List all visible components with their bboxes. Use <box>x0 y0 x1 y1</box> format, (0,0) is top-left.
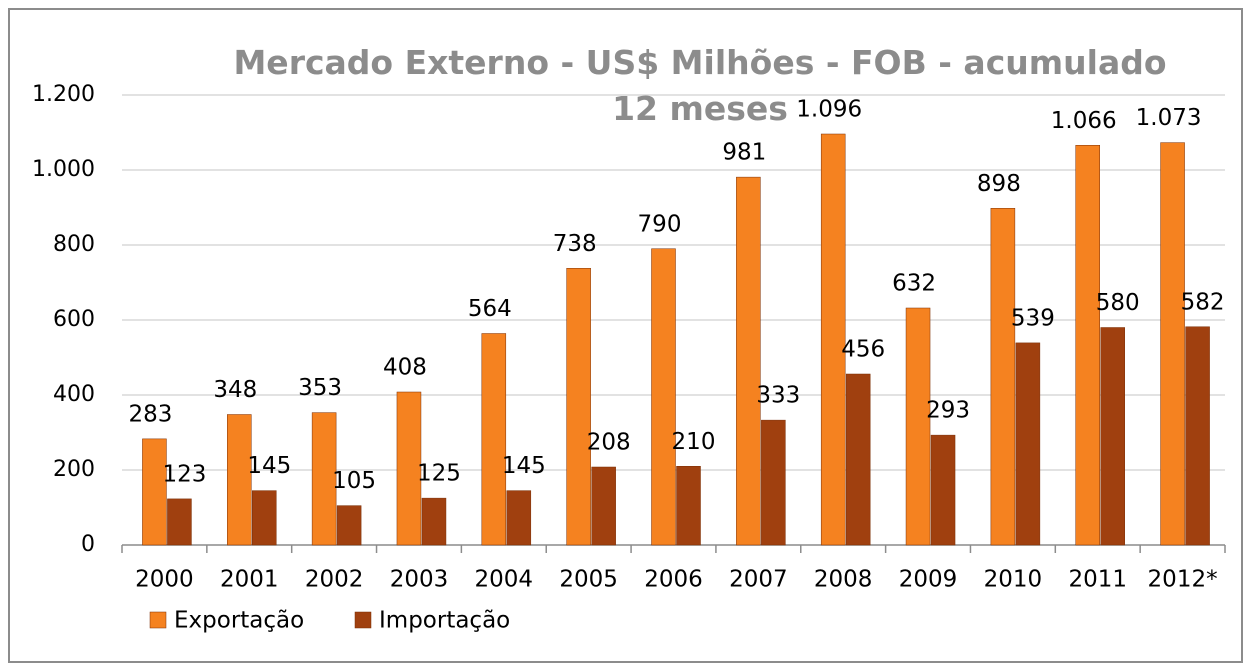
x-tick-label: 2010 <box>984 567 1043 593</box>
x-tick-label: 2007 <box>729 567 788 593</box>
data-label: 348 <box>213 377 257 403</box>
data-label: 456 <box>841 337 885 363</box>
data-label: 632 <box>892 271 936 297</box>
data-label: 210 <box>672 429 716 455</box>
y-tick-label: 400 <box>53 382 95 407</box>
chart-title: Mercado Externo - US$ Milhões - FOB - ac… <box>233 43 1167 128</box>
bar <box>651 248 676 546</box>
bar <box>252 490 277 546</box>
bar <box>1100 327 1125 546</box>
data-label: 283 <box>128 401 172 427</box>
x-tick-label: 2004 <box>475 567 534 593</box>
bar <box>396 391 422 546</box>
bar <box>336 505 362 546</box>
bar <box>506 490 532 546</box>
x-tick-label: 2000 <box>135 567 194 593</box>
data-label: 898 <box>977 171 1021 197</box>
bar <box>845 373 871 546</box>
x-tick-label: 2009 <box>899 567 958 593</box>
bar <box>421 497 447 546</box>
bar <box>227 414 252 546</box>
bar <box>566 268 591 546</box>
legend-label: Importação <box>379 608 510 634</box>
data-label: 1.073 <box>1136 105 1202 131</box>
bar <box>311 412 337 546</box>
y-tick-label: 200 <box>53 457 95 482</box>
bar <box>905 307 931 546</box>
x-tick-label: 2003 <box>390 567 449 593</box>
data-label: 1.096 <box>796 97 862 123</box>
data-label: 105 <box>332 468 376 494</box>
y-tick-label: 800 <box>53 232 95 257</box>
data-label: 293 <box>926 398 970 424</box>
bar <box>736 176 761 546</box>
data-label: 145 <box>502 453 546 479</box>
bar <box>676 466 701 546</box>
data-label: 582 <box>1181 289 1225 315</box>
bar <box>930 434 956 546</box>
legend-swatch <box>354 611 372 629</box>
y-tick-label: 0 <box>81 532 95 557</box>
legend-label: Exportação <box>174 608 304 634</box>
bar <box>990 208 1016 546</box>
y-tick-label: 1.200 <box>32 82 95 107</box>
x-tick-label: 2006 <box>644 567 703 593</box>
y-tick-label: 600 <box>53 307 95 332</box>
data-label: 981 <box>722 140 766 166</box>
data-label: 564 <box>468 296 512 322</box>
data-label: 208 <box>587 430 631 456</box>
x-tick-label: 2002 <box>305 567 364 593</box>
x-tick-label: 2008 <box>814 567 873 593</box>
data-label: 123 <box>162 461 206 487</box>
bar <box>1160 142 1185 546</box>
x-tick-label: 2005 <box>559 567 618 593</box>
bar <box>1015 342 1041 546</box>
data-label: 145 <box>247 453 291 479</box>
x-tick-label: 2012* <box>1148 567 1218 593</box>
bar <box>142 438 167 546</box>
data-label: 580 <box>1096 290 1140 316</box>
chart-border <box>8 8 1243 663</box>
data-label: 790 <box>638 211 682 237</box>
y-tick-label: 1.000 <box>32 157 95 182</box>
legend-swatch <box>149 611 167 629</box>
data-label: 738 <box>553 231 597 257</box>
x-tick-label: 2001 <box>220 567 279 593</box>
bar <box>481 333 507 546</box>
bar <box>761 419 786 546</box>
bar <box>591 466 616 546</box>
x-tick-label: 2011 <box>1068 567 1127 593</box>
data-label: 333 <box>756 383 800 409</box>
data-label: 539 <box>1011 305 1055 331</box>
bar <box>1185 326 1210 546</box>
data-label: 353 <box>298 375 342 401</box>
bar <box>167 498 192 546</box>
data-label: 408 <box>383 355 427 381</box>
bar <box>820 133 846 546</box>
data-label: 125 <box>417 461 461 487</box>
data-label: 1.066 <box>1051 108 1117 134</box>
bar <box>1075 145 1100 546</box>
